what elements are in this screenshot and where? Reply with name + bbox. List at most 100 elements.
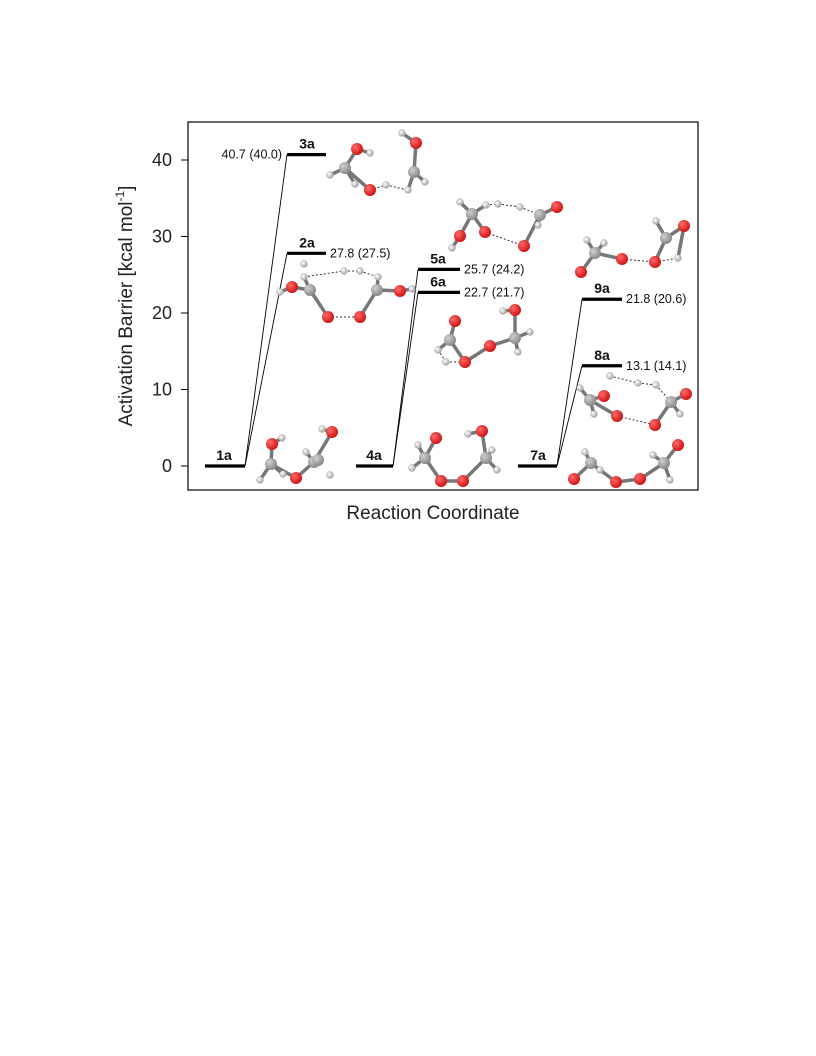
hydrogen-atom — [448, 244, 456, 252]
carbon-atom — [660, 232, 672, 244]
hydrogen-atom — [279, 470, 287, 478]
hydrogen-atom — [488, 446, 496, 454]
molecule-2a — [276, 260, 416, 323]
hydrogen-atom — [366, 149, 374, 157]
value-label-5a: 25.7 (24.2) — [464, 262, 524, 276]
oxygen-atom — [394, 285, 406, 297]
y-tick-label: 30 — [152, 227, 172, 247]
connector-4a-5a — [392, 269, 419, 467]
x-axis-label: Reaction Coordinate — [346, 503, 519, 524]
carbon-atom — [419, 452, 431, 464]
hydrogen-atom — [581, 448, 589, 456]
hydrogen-atom — [408, 285, 416, 293]
value-label-3a: 40.7 (40.0) — [222, 148, 282, 162]
hydrogen-atom — [652, 217, 660, 225]
h-bond — [637, 382, 657, 386]
hydrogen-atom — [340, 267, 348, 275]
hydrogen-atom — [652, 381, 660, 389]
state-label-9a: 9a — [594, 280, 610, 296]
hydrogen-atom — [493, 466, 501, 474]
molecule-9a — [575, 217, 690, 278]
state-label-6a: 6a — [430, 273, 446, 289]
y-tick-label: 40 — [152, 150, 172, 170]
carbon-atom — [265, 458, 277, 470]
hydrogen-atom — [494, 200, 502, 208]
oxygen-atom — [680, 388, 692, 400]
state-label-8a: 8a — [594, 347, 610, 363]
h-bond — [609, 375, 639, 384]
plot-frame — [187, 121, 699, 491]
carbon-atom — [589, 247, 601, 259]
state-labels: 1a 4a 7a 3a 40.7 (40.0) 2a 27.8 (27.5) 5a 25.7 (… — [216, 136, 686, 463]
connector-lines — [244, 154, 583, 467]
oxygen-atom — [509, 304, 521, 316]
oxygen-atom — [568, 473, 580, 485]
hydrogen-atom — [300, 273, 308, 281]
y-tick-label: 10 — [152, 380, 172, 400]
hydrogen-atom — [278, 434, 286, 442]
hydrogen-atom — [276, 288, 284, 296]
y-axis-label-sup: -1 — [113, 191, 127, 202]
y-tick-label: 0 — [162, 456, 172, 476]
carbon-atom — [304, 284, 316, 296]
state-label-7a: 7a — [530, 447, 546, 463]
hydrogen-atom — [649, 451, 657, 459]
oxygen-atom — [326, 426, 338, 438]
hydrogen-atom — [583, 236, 591, 244]
oxygen-atom — [290, 472, 302, 484]
hydrogen-atom — [666, 476, 674, 484]
hydrogen-atom — [414, 441, 422, 449]
carbon-atom — [658, 457, 670, 469]
oxygen-atom — [286, 281, 298, 293]
oxygen-atom — [649, 256, 661, 268]
state-label-4a: 4a — [366, 447, 382, 463]
oxygen-atom — [430, 432, 442, 444]
h-bond — [484, 231, 525, 247]
oxygen-atom — [351, 143, 363, 155]
oxygen-atom — [598, 390, 610, 402]
oxygen-atom — [457, 475, 469, 487]
oxygen-atom — [518, 240, 530, 252]
oxygen-atom — [322, 311, 334, 323]
connector-7a-8a — [556, 365, 583, 467]
hydrogen-atom — [634, 379, 642, 387]
molecule-3a — [326, 129, 429, 196]
oxygen-atom — [672, 439, 684, 451]
carbon-atom — [585, 457, 597, 469]
hydrogen-atom — [676, 410, 684, 418]
carbon-atom — [312, 454, 324, 466]
oxygen-atom — [610, 476, 622, 488]
hydrogen-atom — [526, 328, 534, 336]
carbon-atom — [534, 209, 546, 221]
connector-4a-6a — [392, 292, 419, 467]
carbon-atom — [466, 208, 478, 220]
molecule-7a — [568, 439, 684, 488]
molecule-1a — [256, 425, 338, 484]
oxygen-atom — [649, 419, 661, 431]
hydrogen-atom — [356, 267, 364, 275]
connector-7a-9a — [556, 299, 583, 467]
y-axis-ticks: 0 10 20 30 40 — [152, 150, 188, 476]
oxygen-atom — [678, 220, 690, 232]
oxygen-atom — [454, 230, 466, 242]
hydrogen-atom — [596, 466, 604, 474]
hydrogen-atom — [374, 273, 382, 281]
oxygen-atom — [616, 253, 628, 265]
carbon-atom — [444, 334, 456, 346]
hydrogen-atom — [382, 181, 390, 189]
hydrogen-atom — [408, 464, 416, 472]
oxygen-atom — [266, 438, 278, 450]
y-tick-label: 20 — [152, 303, 172, 323]
hydrogen-atom — [499, 307, 507, 315]
oxygen-atom — [479, 226, 491, 238]
value-label-2a: 27.8 (27.5) — [330, 246, 390, 260]
hydrogen-atom — [421, 178, 429, 186]
oxygen-atom — [611, 410, 623, 422]
hydrogen-atom — [576, 384, 584, 392]
oxygen-atom — [449, 315, 461, 327]
hydrogen-atom — [482, 201, 490, 209]
hydrogen-atom — [434, 346, 442, 354]
hydrogen-atom — [600, 239, 608, 247]
hydrogen-atom — [456, 198, 464, 206]
